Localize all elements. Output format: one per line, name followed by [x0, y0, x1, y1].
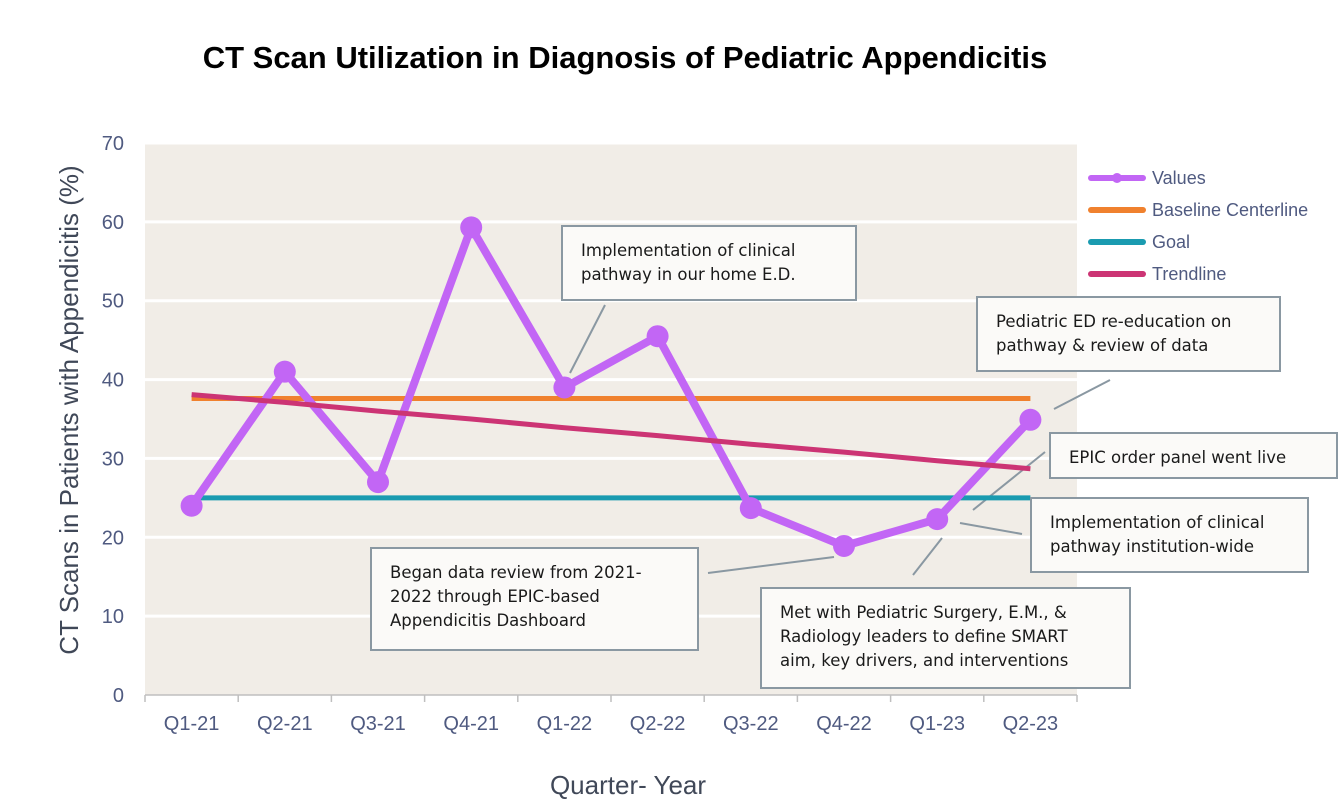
legend-item-goal: Goal [1088, 226, 1308, 258]
y-axis-title: CT Scans in Patients with Appendicitis (… [54, 165, 84, 654]
y-tick-label: 20 [102, 527, 124, 549]
annotation-line: Implementation of clinical [1050, 513, 1265, 532]
x-tick-label: Q2-21 [257, 713, 313, 735]
annotation-connector [1053, 379, 1111, 410]
x-tick-label: Q2-22 [630, 713, 686, 735]
chart-legend: Values Baseline Centerline Goal Trendlin… [1088, 162, 1308, 290]
x-tick-label: Q2-23 [1003, 713, 1059, 735]
annotation-line: Radiology leaders to define SMART [780, 626, 1068, 646]
y-tick-label: 70 [102, 133, 124, 155]
x-tick-label: Q1-22 [537, 713, 593, 735]
annotation-institution-wide: Implementation of clinical pathway insti… [1030, 497, 1309, 573]
annotation-line: EPIC order panel went live [1069, 448, 1287, 467]
annotation-smart-aim: Met with Pediatric Surgery, E.M., & Radi… [760, 587, 1131, 689]
annotation-home-ed: Implementation of clinical pathway in ou… [561, 225, 857, 301]
y-tick-label: 40 [102, 370, 124, 392]
data-point-values [180, 494, 203, 517]
annotation-line: Pediatric ED re-education on [996, 312, 1232, 331]
data-point-values [1019, 408, 1042, 431]
x-tick-label: Q1-21 [164, 713, 220, 735]
data-point-values [833, 534, 855, 557]
annotation-line: pathway & review of data [996, 335, 1209, 355]
x-tick-label: Q4-21 [443, 713, 499, 735]
series-line-trendline [191, 392, 1031, 472]
legend-label-baseline: Baseline Centerline [1152, 199, 1309, 220]
annotation-epic-panel: EPIC order panel went live [1049, 432, 1338, 479]
annotation-line: Implementation of clinical [581, 241, 796, 260]
chart-title: CT Scan Utilization in Diagnosis of Pedi… [202, 40, 1048, 75]
annotation-line: 2022 through EPIC-based [390, 586, 600, 606]
annotation-line: aim, key drivers, and interventions [780, 650, 1069, 670]
series-line-values [188, 223, 1034, 550]
legend-label-values: Values [1152, 167, 1206, 188]
legend-swatch-baseline [1088, 207, 1146, 213]
data-point-values [646, 325, 669, 348]
legend-label-goal: Goal [1152, 231, 1191, 252]
legend-swatch-trendline [1088, 271, 1146, 277]
data-point-values [926, 508, 949, 531]
legend-item-baseline: Baseline Centerline [1088, 194, 1308, 226]
annotation-connector [959, 522, 1023, 535]
annotation-line: pathway in our home E.D. [581, 264, 796, 284]
legend-label-trendline: Trendline [1152, 263, 1227, 284]
y-tick-label: 50 [102, 291, 124, 313]
data-point-values [273, 360, 296, 383]
annotation-connector [707, 556, 835, 574]
annotation-connector [912, 537, 943, 576]
annotation-connector [569, 304, 606, 374]
data-point-values [739, 497, 762, 520]
annotation-re-education: Pediatric ED re-education on pathway & r… [976, 296, 1281, 372]
annotation-line: Met with Pediatric Surgery, E.M., & [780, 603, 1067, 622]
legend-item-values: Values [1088, 162, 1308, 194]
annotation-line: Began data review from 2021- [390, 563, 642, 582]
x-axis-title: Quarter- Year [550, 770, 706, 800]
x-tick-label: Q4-22 [816, 713, 872, 735]
x-tick-label: Q3-21 [350, 713, 406, 735]
data-point-values [553, 376, 576, 399]
y-tick-label: 60 [102, 212, 124, 234]
legend-swatch-goal [1088, 239, 1146, 245]
x-tick-label: Q1-23 [909, 713, 965, 735]
y-tick-label: 10 [102, 606, 124, 628]
x-tick-label: Q3-22 [723, 713, 779, 735]
legend-swatch-values [1088, 173, 1146, 183]
legend-item-trendline: Trendline [1088, 258, 1308, 290]
data-point-values [367, 471, 389, 494]
y-tick-label: 30 [102, 448, 124, 470]
annotation-data-review: Began data review from 2021- 2022 throug… [370, 547, 699, 651]
annotation-line: pathway institution-wide [1050, 536, 1255, 556]
y-tick-label: 0 [113, 685, 124, 707]
data-point-values [460, 216, 483, 239]
annotation-line: Appendicitis Dashboard [390, 610, 586, 630]
